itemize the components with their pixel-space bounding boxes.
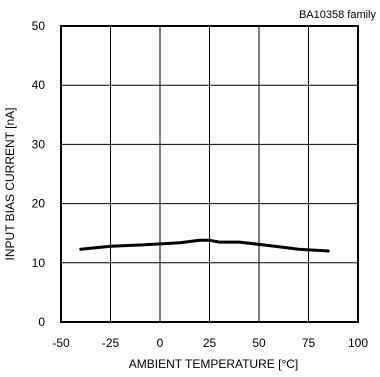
y-tick-label: 50 <box>32 19 46 33</box>
x-tick-label: -25 <box>102 336 120 350</box>
y-axis-label: INPUT BIAS CURRENT [nA] <box>3 108 17 261</box>
y-tick-label: 30 <box>32 137 46 151</box>
x-tick-label: 50 <box>252 336 266 350</box>
x-tick-label: -50 <box>52 336 70 350</box>
y-tick-label: 20 <box>32 197 46 211</box>
plot-frame <box>60 25 359 323</box>
x-tick-labels: -50 -25 0 25 50 75 100 <box>52 336 368 350</box>
y-tick-label: 10 <box>32 256 46 270</box>
x-tick-label: 75 <box>302 336 316 350</box>
x-tick-label: 100 <box>348 336 368 350</box>
x-tick-label: 0 <box>157 336 164 350</box>
x-axis-label: AMBIENT TEMPERATURE [°C] <box>129 357 299 371</box>
series-layer <box>79 238 330 253</box>
y-tick-label: 0 <box>38 315 45 329</box>
family-annotation: BA10358 family <box>299 9 377 21</box>
bias-current-series-line <box>79 238 330 253</box>
y-tick-label: 40 <box>32 78 46 92</box>
grid <box>61 26 358 322</box>
y-tick-labels: 0 10 20 30 40 50 <box>32 19 46 329</box>
x-tick-label: 25 <box>203 336 217 350</box>
